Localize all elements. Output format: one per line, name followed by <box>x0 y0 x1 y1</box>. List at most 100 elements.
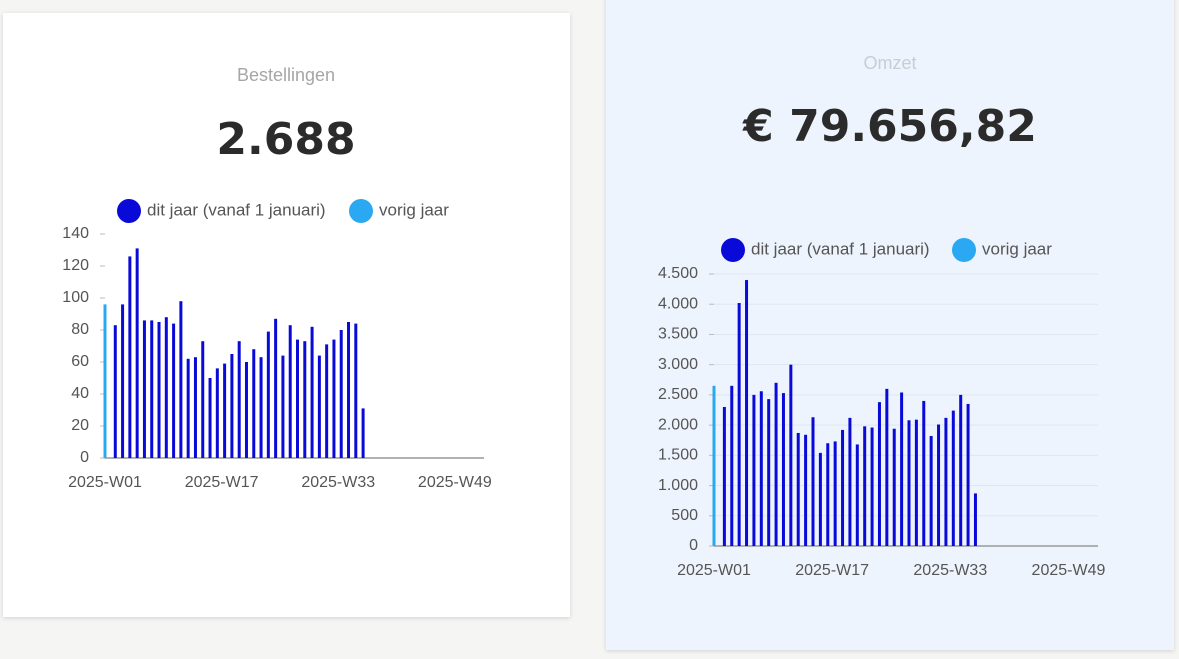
bar <box>944 417 948 546</box>
bar <box>767 399 771 546</box>
bar <box>259 357 263 458</box>
legend-swatch <box>349 199 373 223</box>
x-tick-label: 2025-W01 <box>677 562 751 579</box>
x-tick-label: 2025-W49 <box>1032 562 1106 579</box>
y-tick-label: 1.000 <box>658 477 698 494</box>
bar <box>252 349 256 458</box>
card-title: Bestellingen <box>237 65 335 85</box>
bar <box>804 434 808 546</box>
x-tick-label: 2025-W33 <box>913 562 987 579</box>
bar <box>201 341 205 458</box>
bar <box>193 357 197 458</box>
bar <box>310 326 314 458</box>
bar <box>951 410 955 546</box>
bar <box>157 322 161 458</box>
card <box>3 13 570 617</box>
bar <box>885 388 889 546</box>
x-tick-label: 2025-W49 <box>418 474 492 491</box>
y-tick-label: 0 <box>80 449 89 466</box>
bar <box>848 417 852 546</box>
bar <box>237 341 241 458</box>
bar <box>730 385 734 546</box>
bar <box>774 382 778 546</box>
bar <box>244 362 248 458</box>
y-tick-label: 4.000 <box>658 295 698 312</box>
bar <box>900 392 904 546</box>
bar <box>142 320 146 458</box>
bar <box>103 304 107 458</box>
bar <box>186 358 190 458</box>
y-tick-label: 100 <box>62 289 89 306</box>
bar <box>759 391 763 546</box>
bar <box>128 256 132 458</box>
bar <box>737 303 741 546</box>
legend-label: vorig jaar <box>982 239 1052 258</box>
bar <box>332 339 336 458</box>
bar <box>339 330 343 458</box>
bar <box>781 393 785 546</box>
bar <box>863 426 867 546</box>
bar <box>325 344 329 458</box>
bar <box>870 427 874 546</box>
y-tick-label: 0 <box>689 537 698 554</box>
bar <box>361 408 365 458</box>
bar <box>892 428 896 546</box>
bar <box>922 400 926 546</box>
bar <box>929 435 933 546</box>
y-tick-label: 120 <box>62 257 89 274</box>
bar <box>973 493 977 546</box>
bar <box>789 364 793 546</box>
legend-swatch <box>117 199 141 223</box>
bar <box>135 248 139 458</box>
legend-swatch <box>721 238 745 262</box>
bar <box>826 443 830 546</box>
bar <box>281 355 285 458</box>
bar <box>296 339 299 458</box>
bar <box>288 325 292 458</box>
bar <box>966 403 970 546</box>
y-tick-label: 3.000 <box>658 356 698 373</box>
bar <box>172 323 176 458</box>
y-tick-label: 60 <box>71 353 89 370</box>
bar <box>303 341 307 458</box>
kpi-value: € 79.656,82 <box>742 101 1037 152</box>
bar <box>752 394 756 546</box>
bar <box>722 406 726 546</box>
bar <box>914 419 918 546</box>
bar <box>164 317 168 458</box>
bar <box>266 331 270 458</box>
bar <box>712 385 716 546</box>
y-tick-label: 20 <box>71 417 89 434</box>
x-tick-label: 2025-W17 <box>795 562 869 579</box>
bar <box>796 432 800 546</box>
bar <box>274 318 278 458</box>
bar <box>230 354 234 458</box>
x-tick-label: 2025-W17 <box>185 474 259 491</box>
bar <box>811 417 815 546</box>
bar <box>937 424 941 546</box>
bar <box>223 363 227 458</box>
x-tick-label: 2025-W01 <box>68 474 142 491</box>
legend-swatch <box>952 238 976 262</box>
kpi-value: 2.688 <box>216 114 355 165</box>
bar <box>215 368 219 458</box>
card <box>606 0 1174 650</box>
bar <box>354 323 358 458</box>
bar <box>179 301 183 458</box>
y-tick-label: 1.500 <box>658 447 698 464</box>
bar <box>855 444 859 546</box>
y-tick-label: 140 <box>62 225 89 242</box>
bar <box>208 378 212 458</box>
y-tick-label: 2.000 <box>658 416 698 433</box>
bar <box>959 394 963 546</box>
legend-label: vorig jaar <box>379 200 449 219</box>
legend-label: dit jaar (vanaf 1 januari) <box>751 239 930 258</box>
bar <box>347 322 351 458</box>
x-tick-label: 2025-W33 <box>301 474 375 491</box>
bar <box>745 280 749 546</box>
bar <box>877 402 881 546</box>
bar <box>907 420 911 546</box>
legend-label: dit jaar (vanaf 1 januari) <box>147 200 326 219</box>
y-tick-label: 500 <box>671 507 698 524</box>
